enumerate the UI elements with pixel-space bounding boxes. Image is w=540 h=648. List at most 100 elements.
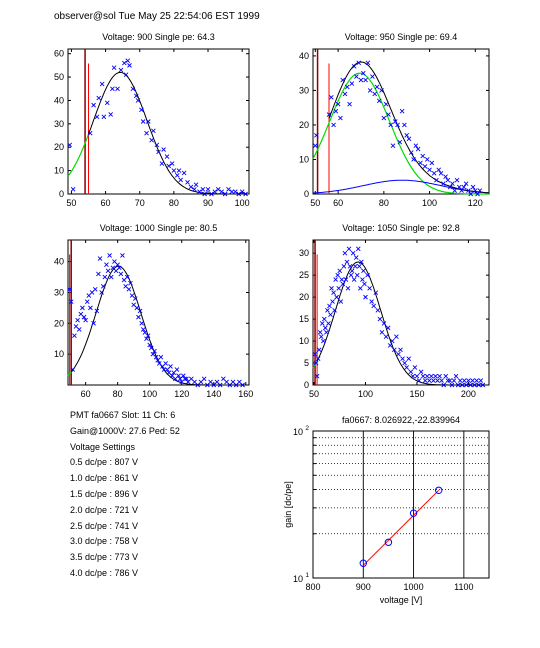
data-point xyxy=(461,184,467,190)
data-point xyxy=(236,191,242,197)
data-point xyxy=(110,86,115,92)
data-point xyxy=(76,327,82,332)
data-point xyxy=(140,327,146,332)
x-tick-label: 60 xyxy=(101,198,111,208)
data-point xyxy=(145,333,151,338)
data-point xyxy=(470,184,476,190)
data-point xyxy=(429,373,434,379)
data-point xyxy=(392,119,398,124)
data-point xyxy=(178,177,184,183)
y-tick-label: 10 xyxy=(293,427,303,437)
data-point xyxy=(243,191,248,197)
x-tick-label: 120 xyxy=(174,389,189,399)
y-tick-exponent: 1 xyxy=(305,572,309,579)
gain-point xyxy=(435,486,443,495)
data-point xyxy=(406,356,412,361)
gain-point xyxy=(384,538,393,546)
data-point xyxy=(87,130,93,136)
data-point xyxy=(96,95,102,101)
data-point xyxy=(229,189,235,194)
data-point xyxy=(70,367,76,372)
data-point xyxy=(339,277,345,282)
data-point xyxy=(316,347,322,353)
plot-title: Voltage: 1050 Single pe: 92.8 xyxy=(342,223,460,233)
data-point xyxy=(402,122,407,128)
data-point xyxy=(312,143,318,148)
data-point xyxy=(338,115,343,121)
data-point xyxy=(240,382,245,388)
data-point xyxy=(453,373,459,379)
data-point xyxy=(217,382,223,388)
data-point xyxy=(333,277,338,282)
data-point xyxy=(340,77,346,83)
data-point xyxy=(84,299,90,305)
data-point xyxy=(431,170,437,176)
data-point xyxy=(466,188,471,193)
data-point xyxy=(449,382,455,388)
data-point xyxy=(239,189,245,194)
data-point xyxy=(332,307,337,313)
setting-item: 2.5 dc/pe : 741 V xyxy=(70,520,139,531)
data-point xyxy=(414,373,420,379)
data-point xyxy=(381,115,387,121)
data-point xyxy=(320,338,326,344)
data-point xyxy=(176,168,182,173)
data-point xyxy=(328,95,334,100)
plot-title: Voltage: 1000 Single pe: 80.5 xyxy=(100,223,218,233)
histogram-panel-1: Voltage: 900 Single pe: 64.3 50 60 70 80 90 10… xyxy=(54,32,250,208)
x-axis-label: voltage [V] xyxy=(380,595,423,605)
setting-item: 3.5 dc/pe : 773 V xyxy=(70,552,139,563)
y-tick-label: 20 xyxy=(299,120,309,130)
data-point xyxy=(319,321,325,326)
y-tick-label: 0 xyxy=(304,189,309,199)
x-tick-label: 50 xyxy=(309,389,319,399)
gain-fit-line xyxy=(362,489,440,566)
histogram-panel-4: Voltage: 1050 Single pe: 92.850 100 150 200… xyxy=(299,223,490,399)
x-tick-label: 900 xyxy=(356,582,371,592)
x-tick-label: 100 xyxy=(358,389,373,399)
data-point xyxy=(102,274,108,280)
fit-component-curve xyxy=(67,134,90,177)
data-point xyxy=(398,347,403,353)
data-point xyxy=(166,163,172,169)
data-point xyxy=(192,187,197,192)
data-point xyxy=(233,189,238,194)
data-point xyxy=(388,122,394,128)
data-point xyxy=(347,101,352,107)
setting-item: 1.5 dc/pe : 896 V xyxy=(70,488,139,499)
x-tick-label: 1100 xyxy=(454,582,473,592)
data-point xyxy=(472,188,478,193)
y-tick-label: 10 xyxy=(54,166,64,176)
data-point xyxy=(188,184,194,190)
data-point xyxy=(387,343,393,348)
data-point xyxy=(104,100,110,106)
data-point xyxy=(452,188,458,193)
data-point xyxy=(222,191,228,197)
data-point xyxy=(99,290,104,295)
data-point xyxy=(411,157,416,162)
fit-component-curve xyxy=(312,72,489,195)
data-point xyxy=(315,356,321,361)
gain-point xyxy=(409,509,418,517)
data-point xyxy=(420,373,426,379)
data-point xyxy=(323,325,328,331)
data-point xyxy=(379,329,385,335)
page-header: observer@sol Tue May 25 22:54:06 EST 199… xyxy=(54,11,260,22)
data-point xyxy=(470,378,475,383)
plot-title: Voltage: 900 Single pe: 64.3 xyxy=(102,32,215,42)
data-point xyxy=(358,286,363,291)
x-tick-label: 200 xyxy=(461,389,476,399)
data-point xyxy=(351,63,357,69)
data-point xyxy=(371,303,377,309)
data-point xyxy=(314,132,319,138)
data-point xyxy=(404,132,410,138)
data-point xyxy=(437,373,442,379)
data-point xyxy=(152,348,157,354)
data-point xyxy=(441,382,447,388)
data-point xyxy=(454,177,460,183)
data-point xyxy=(341,264,347,269)
y-tick-label: 30 xyxy=(299,248,309,258)
x-tick-label: 70 xyxy=(135,198,145,208)
x-tick-label: 80 xyxy=(113,389,123,399)
